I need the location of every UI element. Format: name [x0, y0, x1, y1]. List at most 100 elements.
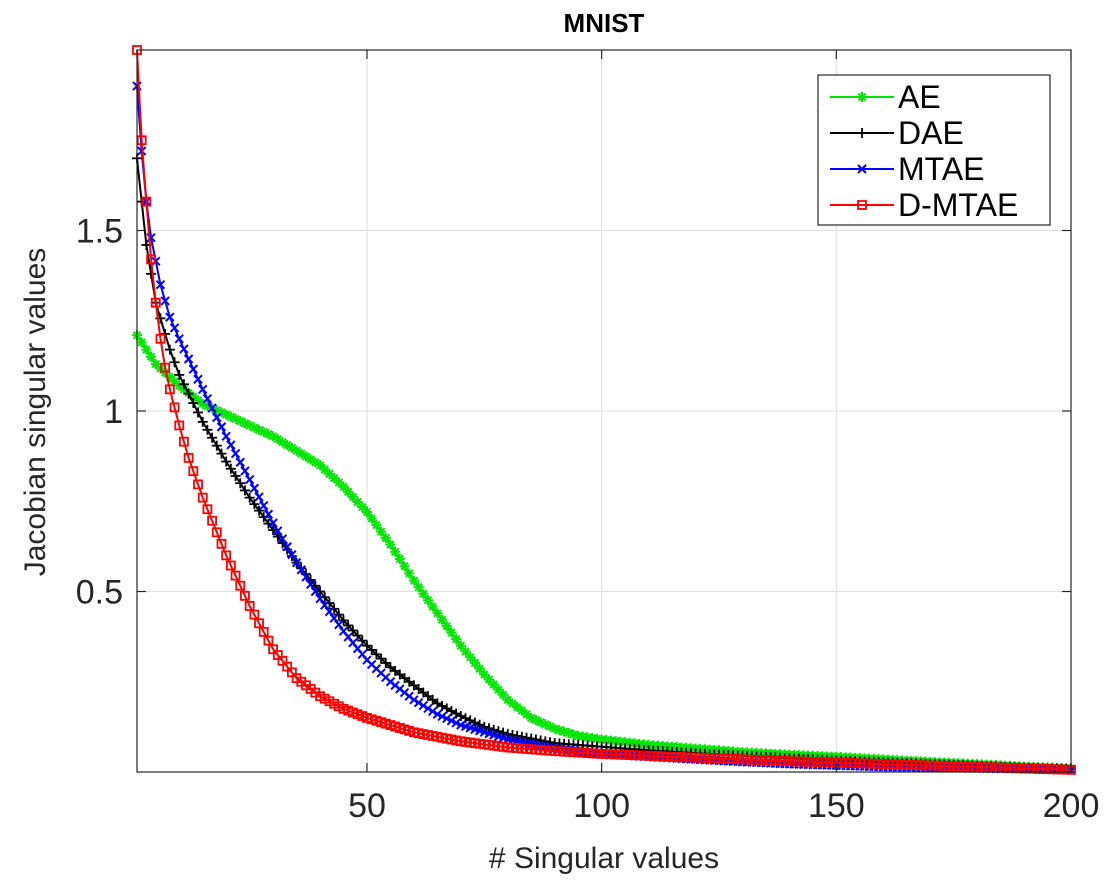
- data-point: [178, 379, 189, 390]
- data-point: [310, 586, 321, 597]
- data-point: [347, 625, 358, 636]
- data-point: [230, 570, 241, 581]
- data-point: [380, 533, 391, 544]
- legend-marker: [857, 164, 867, 174]
- data-point: [226, 440, 236, 450]
- data-point: [376, 526, 387, 537]
- legend-item-ae: AE: [830, 79, 941, 115]
- data-point: [315, 594, 325, 604]
- data-point: [282, 542, 292, 552]
- data-point: [413, 697, 424, 708]
- data-point: [146, 268, 157, 279]
- data-point: [455, 711, 466, 722]
- legend-marker: [857, 128, 867, 138]
- data-point: [240, 590, 250, 601]
- data-point: [174, 334, 184, 344]
- data-point: [441, 703, 452, 714]
- data-point: [202, 504, 213, 515]
- data-point: [216, 538, 227, 549]
- legend-marker: [857, 200, 867, 210]
- data-point: [188, 364, 199, 374]
- data-point: [221, 456, 232, 467]
- data-point: [437, 700, 448, 711]
- data-point: [235, 580, 246, 591]
- chart-title: MNIST: [564, 8, 645, 38]
- data-point: [198, 384, 208, 395]
- data-point: [451, 718, 461, 728]
- data-point: [155, 333, 166, 344]
- data-point: [239, 485, 250, 496]
- data-point: [277, 534, 288, 544]
- data-point: [446, 705, 457, 716]
- data-point: [357, 502, 368, 513]
- data-point: [361, 507, 372, 518]
- legend-item-mtae: MTAE: [830, 151, 985, 187]
- data-point: [376, 653, 387, 664]
- data-point: [169, 357, 180, 368]
- data-point: [451, 634, 462, 645]
- data-point: [221, 431, 231, 441]
- data-point: [338, 615, 349, 626]
- data-point: [404, 568, 415, 579]
- data-point: [432, 709, 443, 719]
- data-point: [216, 448, 227, 459]
- data-point: [188, 466, 199, 477]
- legend-label: D-MTAE: [898, 187, 1018, 223]
- data-point: [197, 492, 208, 503]
- legend-item-d-mtae: D-MTAE: [830, 187, 1018, 223]
- data-point: [287, 549, 297, 560]
- data-point: [371, 649, 382, 660]
- y-tick-label: 1: [104, 393, 123, 431]
- data-point: [179, 344, 189, 354]
- data-point: [390, 546, 401, 557]
- data-point: [244, 474, 255, 485]
- data-point: [188, 398, 199, 409]
- data-point: [263, 509, 274, 519]
- data-point: [442, 713, 452, 724]
- data-point: [446, 716, 457, 726]
- data-point: [273, 526, 283, 536]
- data-point: [165, 312, 175, 322]
- series-ae: [132, 330, 1076, 774]
- data-point: [183, 388, 194, 399]
- data-point: [479, 721, 490, 732]
- data-point: [526, 733, 537, 744]
- series-line-dae: [136, 158, 1072, 771]
- data-point: [235, 478, 246, 489]
- data-point: [193, 479, 203, 490]
- data-point: [441, 621, 452, 632]
- data-point: [207, 403, 217, 413]
- data-point: [530, 734, 541, 745]
- data-point: [174, 369, 185, 380]
- data-point: [427, 706, 438, 717]
- data-point: [366, 644, 377, 655]
- data-point: [169, 323, 180, 333]
- data-point: [474, 663, 485, 674]
- data-point: [146, 351, 157, 362]
- data-point: [212, 412, 222, 423]
- data-point: [366, 513, 377, 524]
- data-point: [258, 512, 269, 523]
- data-point: [502, 729, 513, 740]
- data-point: [333, 609, 344, 620]
- data-point: [211, 440, 222, 451]
- x-tick-label: 200: [1043, 787, 1100, 825]
- data-point: [469, 657, 480, 668]
- data-point: [343, 620, 354, 631]
- y-tick-label: 0.5: [76, 574, 123, 612]
- y-axis-label: Jacobian singular values: [19, 248, 52, 577]
- data-point: [150, 297, 161, 308]
- data-point: [334, 620, 344, 630]
- data-point: [169, 402, 180, 413]
- data-point: [254, 492, 264, 502]
- x-tick-label: 50: [348, 787, 386, 825]
- data-point: [380, 657, 391, 668]
- data-point: [136, 337, 147, 348]
- data-point: [225, 463, 236, 474]
- data-point: [136, 135, 147, 146]
- data-point: [174, 420, 185, 431]
- data-point: [493, 726, 504, 737]
- y-tick-label: 1.5: [76, 213, 123, 251]
